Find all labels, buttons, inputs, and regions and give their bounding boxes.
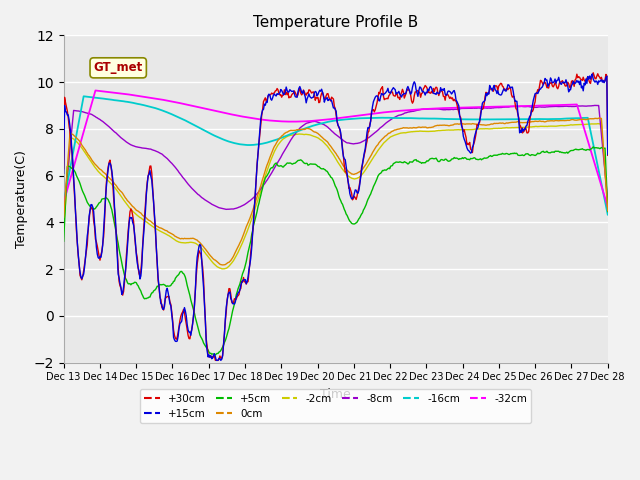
Text: GT_met: GT_met: [93, 61, 143, 74]
X-axis label: Time: Time: [321, 388, 351, 401]
Legend: +30cm, +15cm, +5cm, 0cm, -2cm, -8cm, -16cm, -32cm: +30cm, +15cm, +5cm, 0cm, -2cm, -8cm, -16…: [140, 389, 531, 423]
Title: Temperature Profile B: Temperature Profile B: [253, 15, 419, 30]
Y-axis label: Temperature(C): Temperature(C): [15, 150, 28, 248]
